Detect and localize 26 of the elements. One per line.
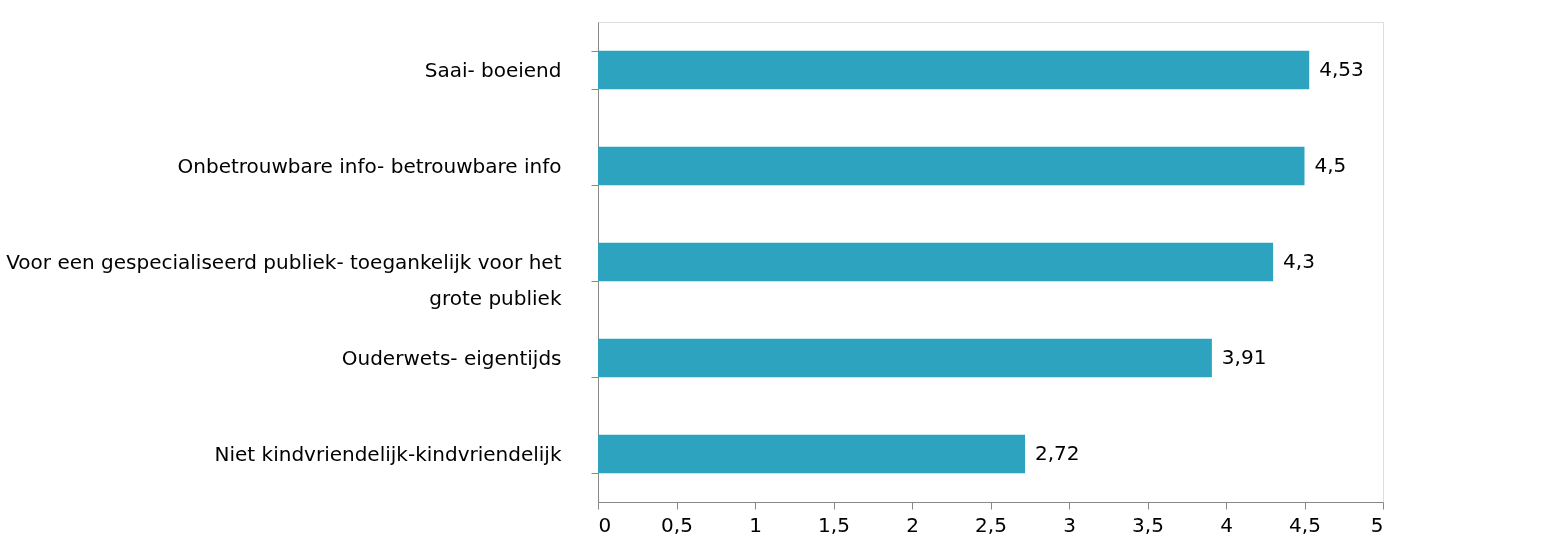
y-tick-label: Saai- boeiend bbox=[424, 57, 562, 82]
y-tick-label: Voor een gespecialiseerd publiek- toegankelijk voor het grote publiek bbox=[6, 249, 562, 310]
x-tick-label: 3,5 bbox=[1132, 512, 1164, 537]
data-label: 4,5 bbox=[1314, 153, 1347, 177]
y-tick-label: Onbetrouwbare info- betrouwbare info bbox=[177, 153, 562, 178]
data-label: 4,3 bbox=[1283, 249, 1315, 273]
bar bbox=[598, 338, 1212, 378]
x-tick-label: 2 bbox=[906, 512, 919, 537]
data-label: 3,91 bbox=[1221, 345, 1267, 369]
x-tick-label: 0 bbox=[598, 512, 612, 537]
x-tick-label: 1 bbox=[749, 512, 762, 537]
bar bbox=[598, 50, 1310, 90]
x-tick-label: 4 bbox=[1220, 512, 1233, 537]
x-tick-label: 2,5 bbox=[975, 512, 1007, 537]
x-tick-label: 4,5 bbox=[1289, 512, 1321, 537]
x-tick-label: 1,5 bbox=[818, 512, 850, 537]
x-tick-label: 3 bbox=[1063, 512, 1076, 537]
x-tick-label: 0,5 bbox=[661, 512, 693, 537]
y-tick-label: Niet kindvriendelijk-kindvriendelijk bbox=[214, 441, 562, 466]
data-label: 4,53 bbox=[1319, 57, 1364, 81]
x-tick-label: 5 bbox=[1370, 512, 1384, 537]
y-tick-label: Ouderwets- eigentijds bbox=[341, 345, 562, 370]
bar bbox=[598, 146, 1305, 186]
data-label: 2,72 bbox=[1035, 441, 1080, 465]
bar bbox=[598, 434, 1026, 474]
bar bbox=[598, 242, 1274, 282]
